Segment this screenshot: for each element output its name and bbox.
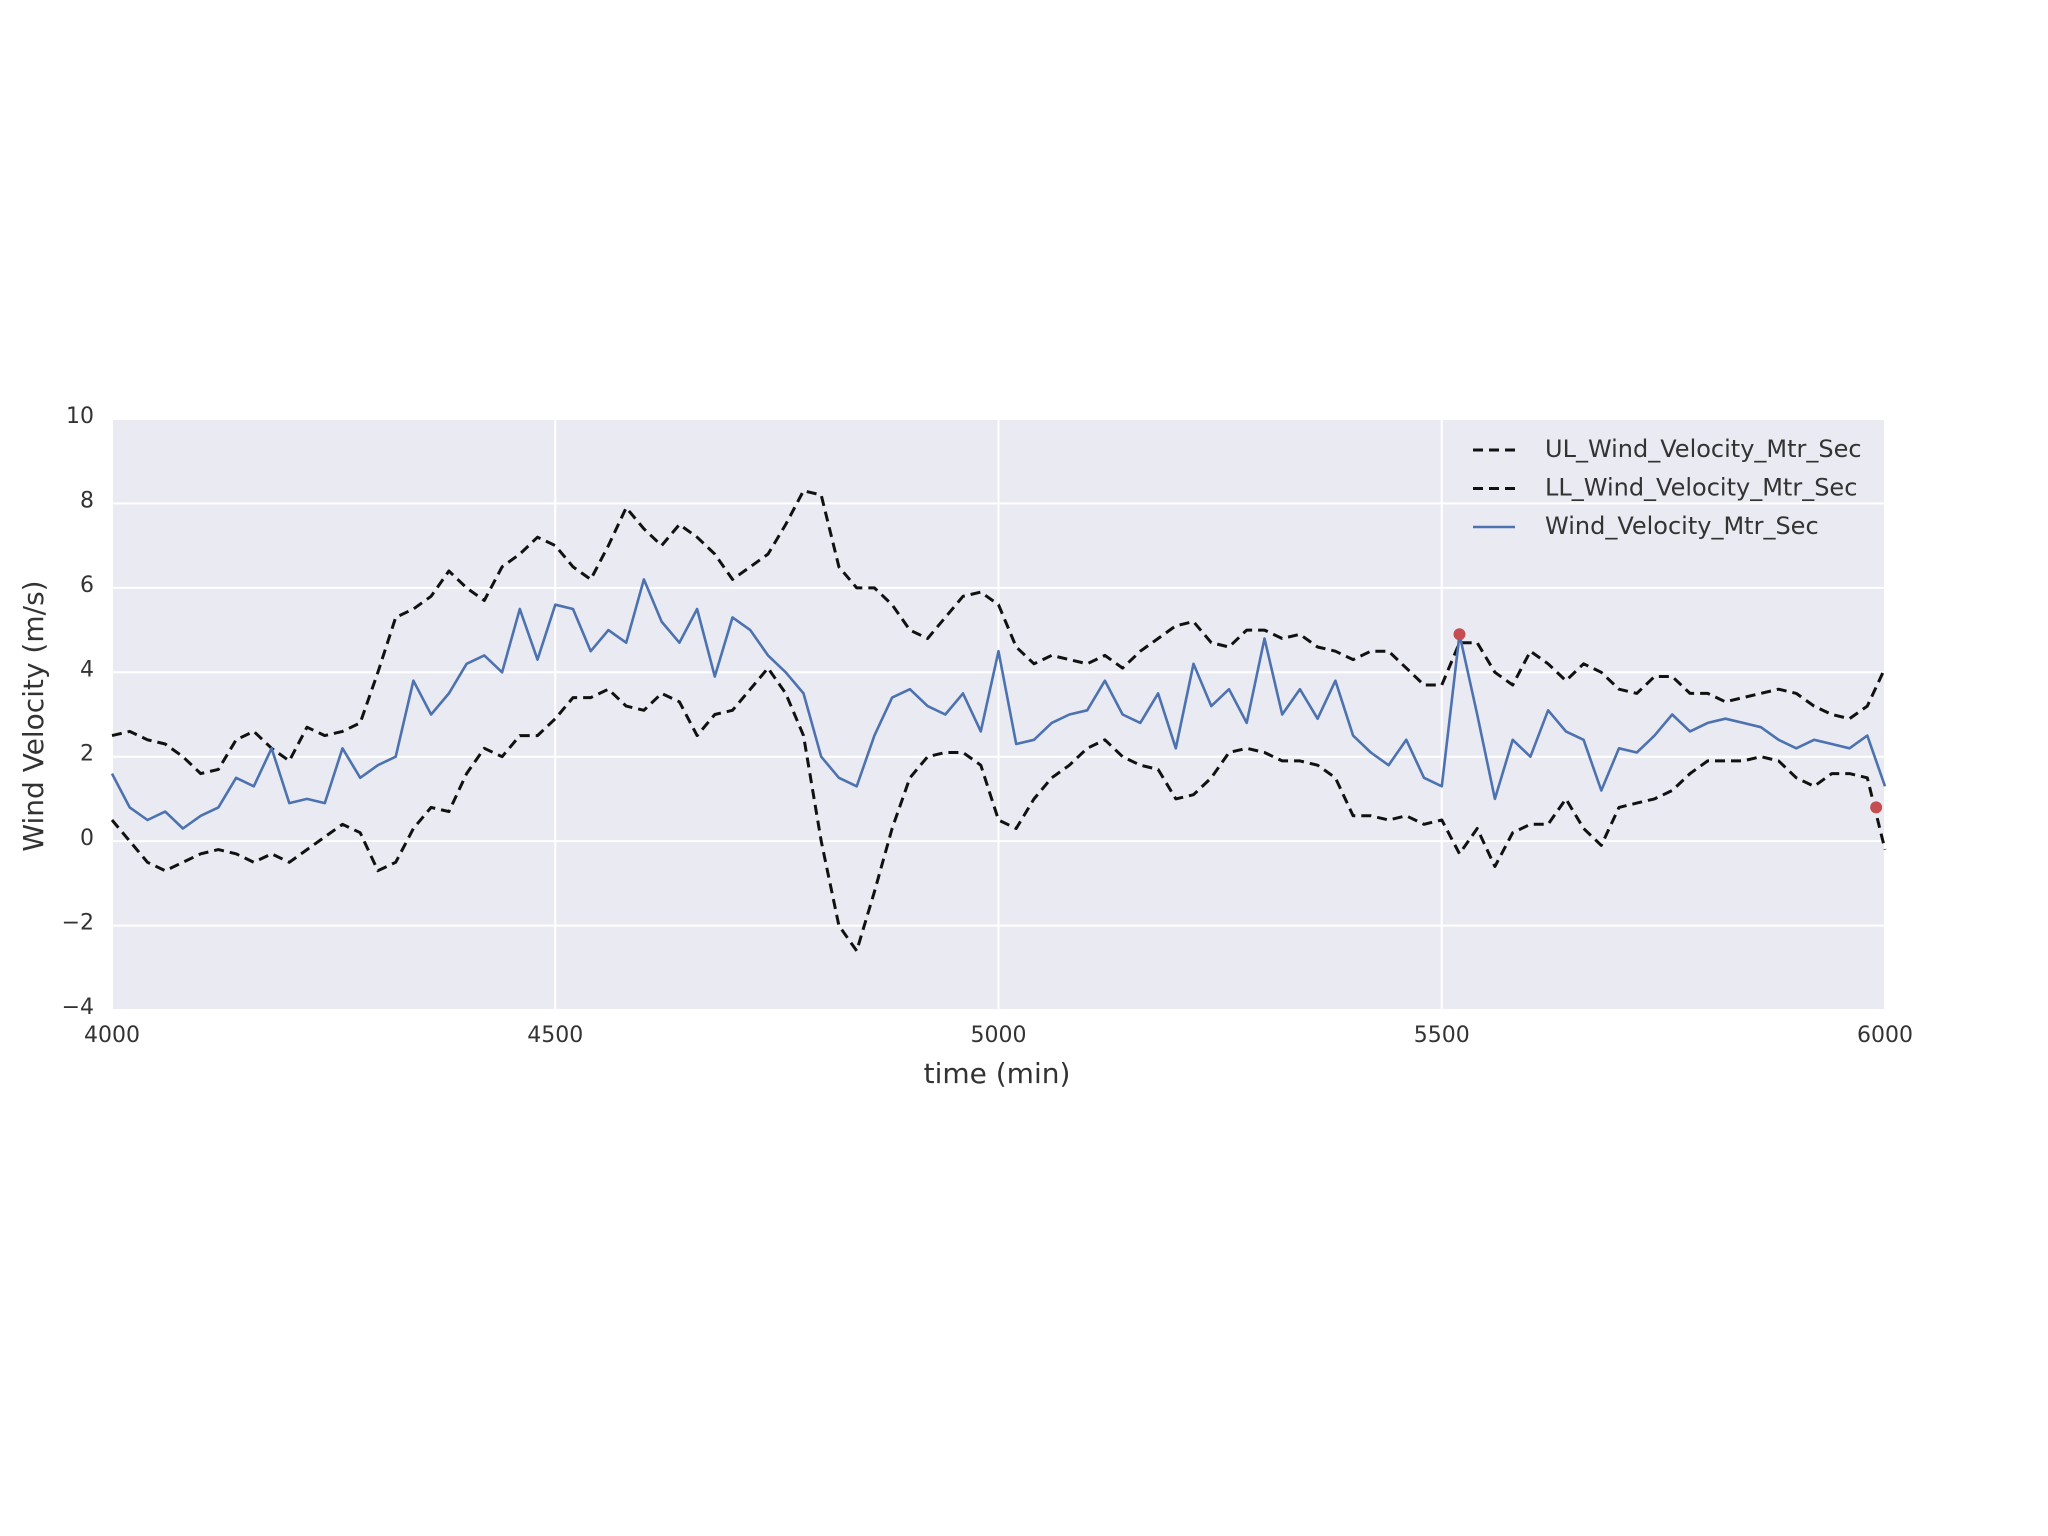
y-axis-label: Wind Velocity (m/s) [17,580,50,851]
x-tick-label: 4500 [527,1023,583,1048]
anomaly-point [1870,801,1883,814]
y-tick-label: 6 [80,573,94,598]
x-tick-label: 5000 [971,1023,1027,1048]
y-tick-label: 0 [80,826,94,851]
y-tick-label: 8 [80,488,94,513]
y-tick-label: −4 [62,995,94,1020]
y-tick-label: 4 [80,657,94,682]
y-tick-label: −2 [62,911,94,936]
x-axis-label: time (min) [924,1057,1071,1090]
line-series [110,666,1887,953]
x-tick-label: 5500 [1414,1023,1470,1048]
x-tick-label: 6000 [1857,1023,1913,1048]
line-series [110,578,1887,830]
x-tick-label: 4000 [84,1023,140,1048]
y-tick-label: 2 [80,742,94,767]
anomaly-point [1453,628,1466,641]
legend-label: LL_Wind_Velocity_Mtr_Sec [1545,474,1857,502]
legend-label: UL_Wind_Velocity_Mtr_Sec [1545,435,1862,463]
legend-label: Wind_Velocity_Mtr_Sec [1545,512,1819,540]
y-tick-label: 10 [66,404,94,429]
line-series [111,489,1887,776]
